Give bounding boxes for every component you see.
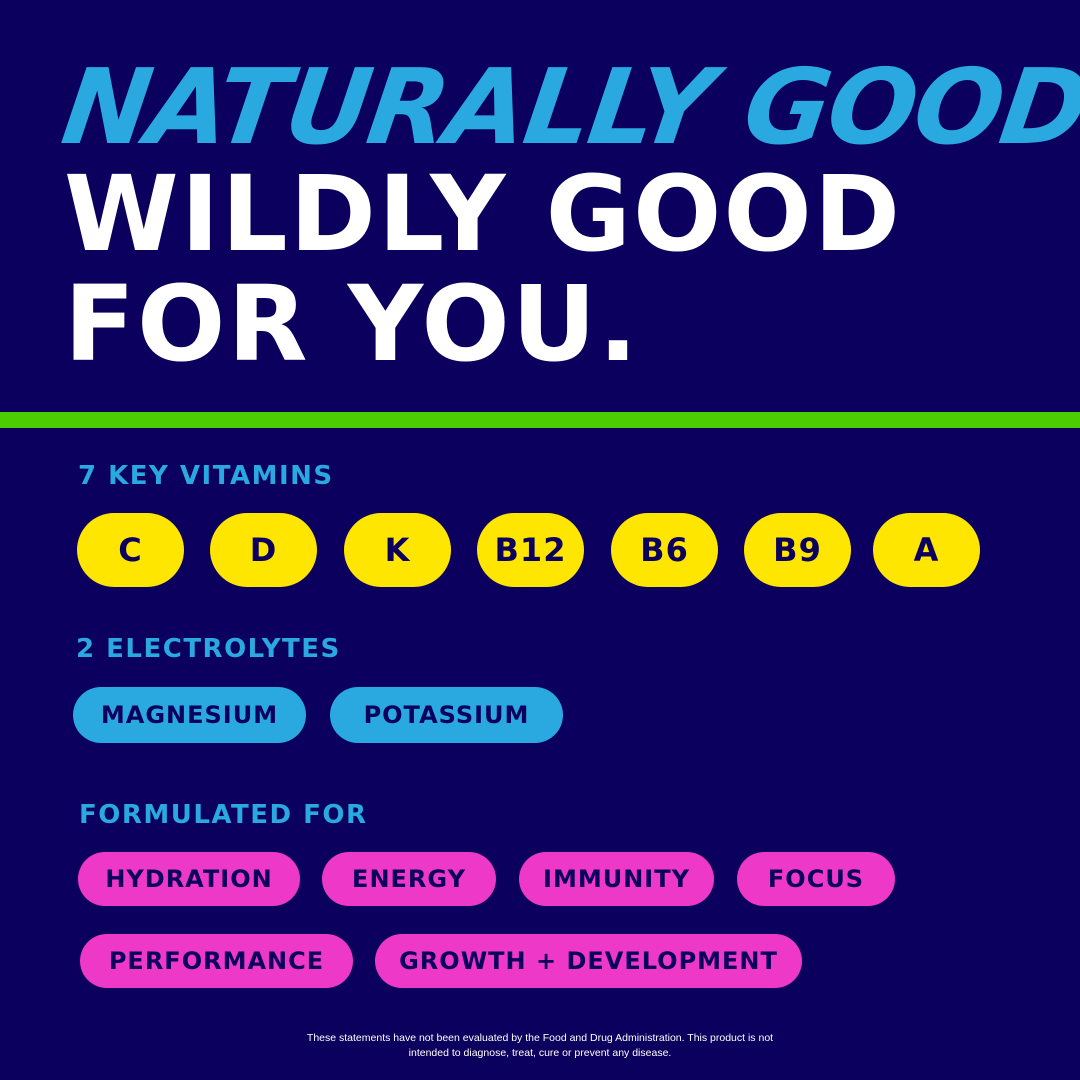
headline-line-3: FOR YOU.	[64, 263, 640, 385]
vitamin-pill: D	[210, 513, 317, 587]
vitamin-pill: B6	[611, 513, 718, 587]
electrolytes-label: 2 ELECTROLYTES	[76, 634, 341, 664]
benefit-pill: FOCUS	[737, 852, 895, 906]
headline-line-2: WILDLY GOOD	[64, 153, 903, 275]
green-divider	[0, 412, 1080, 428]
benefit-pill: IMMUNITY	[519, 852, 714, 906]
electrolyte-pill: POTASSIUM	[330, 687, 563, 743]
disclaimer-line-2: intended to diagnose, treat, cure or pre…	[408, 1047, 672, 1059]
electrolyte-pill: MAGNESIUM	[73, 687, 306, 743]
vitamin-pill: C	[77, 513, 184, 587]
vitamin-pill: B12	[477, 513, 584, 587]
vitamin-pill: A	[873, 513, 980, 587]
headline-line-1: NATURALLY GOOD.	[55, 46, 1080, 168]
benefit-pill: HYDRATION	[78, 852, 300, 906]
benefit-pill: GROWTH + DEVELOPMENT	[375, 934, 802, 988]
disclaimer-line-1: These statements have not been evaluated…	[306, 1032, 774, 1044]
vitamin-pill: K	[344, 513, 451, 587]
fda-disclaimer: These statements have not been evaluated…	[0, 1031, 1080, 1061]
formulated-label: FORMULATED FOR	[79, 800, 368, 830]
benefit-pill: PERFORMANCE	[80, 934, 353, 988]
benefit-pill: ENERGY	[322, 852, 496, 906]
vitamins-label: 7 KEY VITAMINS	[78, 461, 334, 491]
vitamin-pill: B9	[744, 513, 851, 587]
